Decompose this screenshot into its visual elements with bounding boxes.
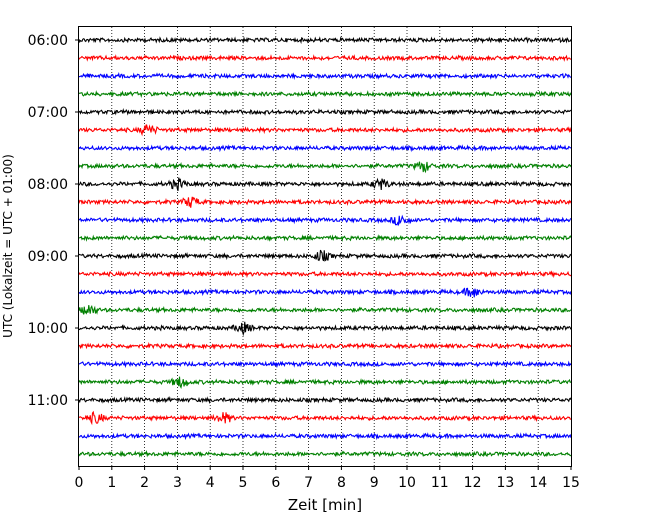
trace-06:15 (78, 54, 572, 62)
trace-10:45 (78, 376, 572, 389)
trace-09:00 (78, 249, 572, 262)
x-tick-label: 1 (107, 475, 116, 491)
trace-08:00 (78, 177, 572, 191)
trace-11:45 (78, 450, 572, 458)
trace-07:30 (78, 144, 572, 153)
x-tick-label: 13 (496, 475, 514, 491)
x-axis: 0 1 2 3 4 5 6 7 8 9 10 11 12 13 14 15 (75, 466, 580, 491)
x-tick-label: 11 (431, 475, 449, 491)
trace-07:45 (78, 161, 572, 174)
x-tick-label: 12 (464, 475, 482, 491)
x-tick-label: 6 (271, 475, 280, 491)
y-tick-label: 08:00 (28, 177, 68, 193)
y-axis-label: UTC (Lokalzeit = UTC + 01:00) (1, 154, 15, 338)
x-tick-label: 5 (239, 475, 248, 491)
trace-09:30 (78, 287, 572, 298)
trace-11:15 (78, 410, 572, 426)
x-tick-label: 14 (529, 475, 547, 491)
y-tick-label: 06:00 (28, 33, 68, 49)
x-tick-label: 0 (75, 475, 84, 491)
trace-11:30 (78, 432, 572, 441)
x-tick-label: 4 (206, 475, 215, 491)
trace-08:45 (78, 234, 572, 243)
x-tick-label: 10 (398, 475, 416, 491)
trace-11:00 (78, 396, 572, 405)
y-axis: 06:00 07:00 08:00 09:00 10:00 11:00 (28, 33, 79, 409)
x-tick-label: 7 (304, 475, 313, 491)
trace-06:45 (78, 90, 572, 98)
trace-06:00 (78, 36, 572, 45)
trace-09:45 (78, 305, 572, 316)
plot-frame (78, 26, 572, 467)
trace-07:00 (78, 108, 572, 116)
trace-10:00 (78, 321, 572, 337)
x-tick-label: 8 (337, 475, 346, 491)
y-tick-label: 10:00 (28, 321, 68, 337)
y-tick-label: 09:00 (28, 249, 68, 265)
trace-10:30 (78, 360, 572, 369)
trace-07:15 (78, 124, 572, 137)
x-tick-label: 15 (562, 475, 580, 491)
trace-10:15 (78, 341, 572, 350)
y-tick-label: 07:00 (28, 105, 68, 121)
trace-08:15 (78, 196, 572, 208)
x-tick-label: 2 (140, 475, 149, 491)
traces (78, 36, 572, 458)
grid-lines (111, 27, 539, 466)
trace-08:30 (78, 214, 572, 227)
x-tick-label: 9 (370, 475, 379, 491)
y-tick-label: 11:00 (28, 393, 68, 409)
x-tick-label: 3 (173, 475, 182, 491)
trace-06:30 (78, 72, 572, 80)
x-axis-label: Zeit [min] (288, 496, 362, 514)
trace-09:15 (78, 270, 572, 279)
